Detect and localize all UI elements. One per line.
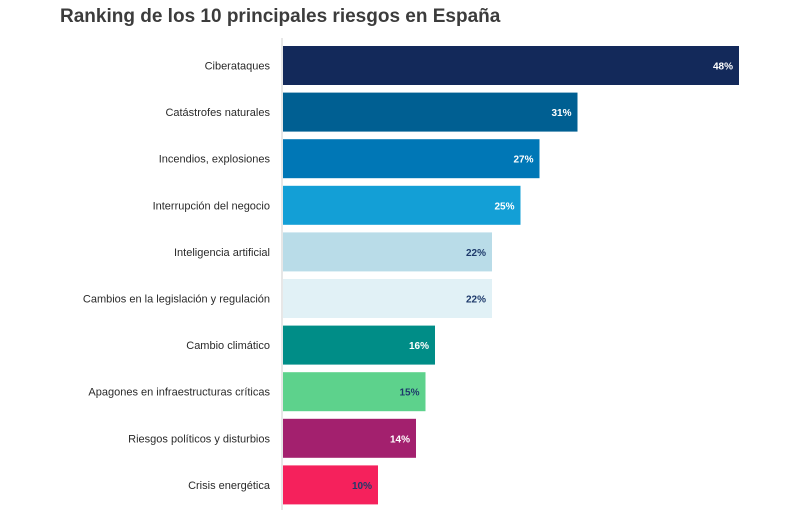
bar-4 (283, 232, 492, 272)
category-label: Ciberataques (205, 61, 271, 73)
category-label: Interrupción del negocio (153, 200, 270, 212)
category-label: Crisis energética (188, 480, 271, 492)
value-label: 27% (513, 155, 533, 166)
value-label: 10% (352, 481, 372, 492)
bar-9 (283, 465, 378, 505)
chart-title: Ranking de los 10 principales riesgos en… (60, 6, 501, 27)
value-label: 16% (409, 341, 429, 352)
category-label: Cambios en la legislación y regulación (83, 294, 270, 306)
bar-0 (283, 46, 739, 85)
value-label: 25% (494, 201, 514, 212)
category-label: Apagones en infraestructuras críticas (88, 387, 270, 399)
bar-7 (283, 372, 426, 412)
bar-3 (283, 185, 521, 225)
value-label: 48% (713, 62, 733, 73)
category-label: Catástrofes naturales (165, 107, 270, 119)
category-label: Incendios, explosiones (159, 154, 271, 166)
value-label: 14% (390, 434, 410, 445)
category-label: Riesgos políticos y disturbios (128, 433, 270, 445)
value-label: 22% (466, 295, 486, 306)
value-label: 22% (466, 248, 486, 259)
category-label: Inteligencia artificial (174, 247, 270, 259)
bar-8 (283, 418, 416, 458)
value-label: 31% (551, 108, 571, 119)
category-label: Cambio climático (186, 340, 270, 352)
bar-5 (283, 279, 492, 318)
bar-2 (283, 139, 540, 179)
bar-6 (283, 325, 435, 365)
value-label: 15% (399, 388, 419, 399)
bar-1 (283, 92, 578, 132)
